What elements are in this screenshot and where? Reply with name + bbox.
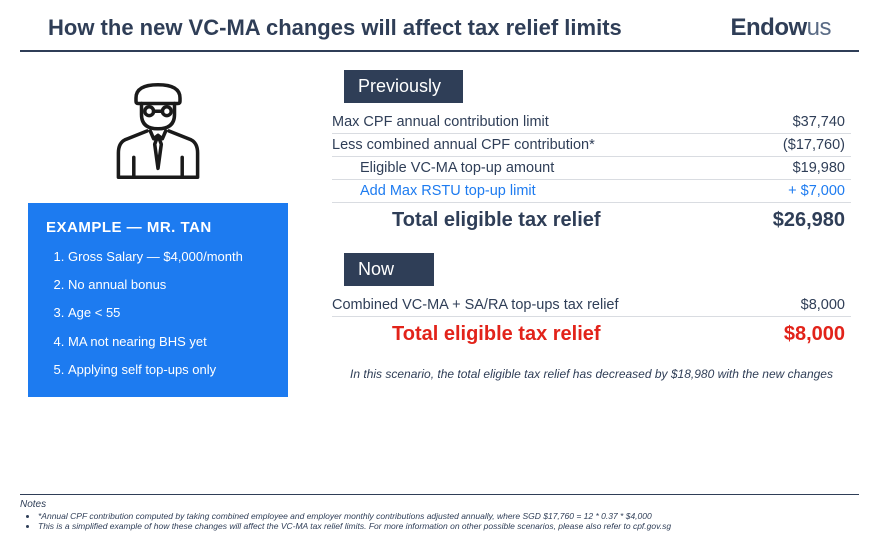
example-item: Gross Salary — $4,000/month: [68, 248, 270, 266]
person-icon: [103, 76, 213, 186]
total-label: Total eligible tax relief: [332, 323, 601, 346]
previously-rows: Max CPF annual contribution limit $37,74…: [332, 111, 851, 235]
row-label: Add Max RSTU top-up limit: [332, 183, 536, 199]
example-item: Applying self top-ups only: [68, 361, 270, 379]
example-item: Age < 55: [68, 304, 270, 322]
previously-header: Previously: [344, 70, 463, 103]
row-eligible-vcma: Eligible VC-MA top-up amount $19,980: [332, 157, 851, 180]
row-value: ($17,760): [783, 137, 845, 153]
footer-item: *Annual CPF contribution computed by tak…: [38, 511, 859, 522]
now-header: Now: [344, 253, 434, 286]
left-column: EXAMPLE — MR. TAN Gross Salary — $4,000/…: [28, 70, 288, 397]
example-list: Gross Salary — $4,000/month No annual bo…: [46, 248, 270, 379]
row-add-rstu: Add Max RSTU top-up limit + $7,000: [332, 180, 851, 203]
row-label: Less combined annual CPF contribution*: [332, 137, 595, 153]
total-value: $26,980: [773, 209, 845, 232]
footer-list: *Annual CPF contribution computed by tak…: [20, 511, 859, 532]
row-label: Max CPF annual contribution limit: [332, 114, 549, 130]
row-value: $8,000: [801, 297, 845, 313]
page-header: How the new VC-MA changes will affect ta…: [20, 0, 859, 52]
example-item: MA not nearing BHS yet: [68, 333, 270, 351]
logo-main: Endow: [730, 14, 806, 41]
brand-logo: Endowus: [730, 14, 831, 42]
content-area: EXAMPLE — MR. TAN Gross Salary — $4,000/…: [0, 52, 879, 397]
example-title: EXAMPLE — MR. TAN: [46, 219, 270, 236]
total-value: $8,000: [784, 323, 845, 346]
row-label: Combined VC-MA + SA/RA top-ups tax relie…: [332, 297, 619, 313]
row-value: $19,980: [793, 160, 845, 176]
row-combined-topups: Combined VC-MA + SA/RA top-ups tax relie…: [332, 294, 851, 317]
total-label: Total eligible tax relief: [332, 209, 601, 232]
row-value: $37,740: [793, 114, 845, 130]
row-value: + $7,000: [788, 183, 845, 199]
row-total-now: Total eligible tax relief $8,000: [332, 317, 851, 349]
example-box: EXAMPLE — MR. TAN Gross Salary — $4,000/…: [28, 203, 288, 397]
now-rows: Combined VC-MA + SA/RA top-ups tax relie…: [332, 294, 851, 349]
footer-item: This is a simplified example of how thes…: [38, 521, 859, 532]
avatar-container: [28, 70, 288, 203]
row-label: Eligible VC-MA top-up amount: [332, 160, 554, 176]
example-item: No annual bonus: [68, 276, 270, 294]
logo-suffix: us: [807, 14, 831, 41]
scenario-note: In this scenario, the total eligible tax…: [332, 349, 851, 381]
row-total-prev: Total eligible tax relief $26,980: [332, 203, 851, 235]
row-max-cpf: Max CPF annual contribution limit $37,74…: [332, 111, 851, 134]
page-title: How the new VC-MA changes will affect ta…: [48, 15, 622, 41]
right-column: Previously Max CPF annual contribution l…: [288, 70, 851, 397]
row-less-combined: Less combined annual CPF contribution* (…: [332, 134, 851, 157]
footer-notes: Notes *Annual CPF contribution computed …: [20, 494, 859, 532]
footer-title: Notes: [20, 499, 859, 510]
